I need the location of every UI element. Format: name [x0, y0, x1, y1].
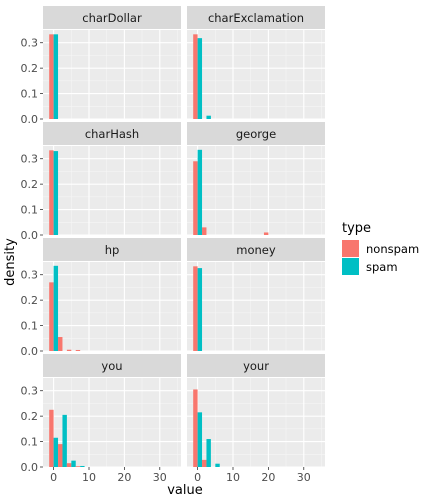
facet-panels: charDollar 0.0 0.1 0.2 0.3 charExclamation cha… [21, 6, 325, 484]
x-tick-label: 10 [82, 471, 96, 484]
y-tick-label: 0.2 [21, 178, 39, 191]
bar-nonspam [193, 161, 198, 235]
legend-swatch-nonspam [342, 240, 359, 257]
facet-panel-hp: hp 0.0 0.1 0.2 0.3 [21, 238, 181, 358]
bar-spam [197, 149, 203, 235]
bar-nonspam [193, 266, 198, 351]
facet-strip [43, 122, 181, 145]
x-tick-label: 20 [261, 471, 275, 484]
bar-spam [197, 38, 203, 119]
legend: type nonspam spam [342, 221, 419, 275]
bar-spam [53, 151, 59, 235]
y-tick-label: 0.2 [21, 62, 39, 75]
x-tick-label: 0 [50, 471, 57, 484]
bar-nonspam [75, 349, 81, 351]
facet-strip [43, 354, 181, 377]
facet-panel-your: your 0 10 20 30 [187, 354, 325, 484]
facet-strip-label: you [101, 359, 122, 373]
bar-nonspam [49, 282, 54, 351]
bar-nonspam [58, 444, 63, 467]
bar-spam [53, 437, 59, 467]
bar-spam [206, 115, 211, 119]
y-tick-label: 0.2 [21, 410, 39, 423]
bar-nonspam [49, 150, 54, 235]
panel-background [187, 262, 325, 351]
y-tick-label: 0.0 [21, 229, 39, 242]
panel-background [43, 30, 181, 119]
y-tick-label: 0.1 [21, 88, 39, 101]
facet-strip-label: your [243, 359, 269, 373]
y-tick-label: 0.1 [21, 436, 39, 449]
x-tick-label: 30 [153, 471, 167, 484]
facet-strip [187, 354, 325, 377]
bar-nonspam [66, 349, 72, 351]
facet-panel-george: george [187, 122, 325, 236]
facet-strip-label: money [236, 243, 276, 257]
bar-nonspam [49, 409, 54, 467]
facet-panel-charexclamation: charExclamation [187, 6, 325, 120]
bar-spam [197, 268, 203, 351]
bar-nonspam [58, 337, 63, 351]
bar-nonspam [75, 466, 81, 467]
panel-background [187, 146, 325, 235]
bar-spam [53, 265, 59, 351]
y-tick-label: 0.0 [21, 461, 39, 474]
bar-spam [197, 412, 203, 467]
bar-spam [80, 465, 85, 467]
facet-strip [187, 238, 325, 261]
legend-title: type [342, 221, 371, 236]
panel-background [43, 146, 181, 235]
y-tick-label: 0.3 [21, 385, 39, 398]
bar-spam [206, 439, 211, 467]
facet-strip [43, 6, 181, 29]
y-tick-label: 0.3 [21, 153, 39, 166]
x-tick-label: 20 [117, 471, 131, 484]
bar-nonspam [193, 389, 198, 467]
y-tick-label: 0.1 [21, 320, 39, 333]
facet-panel-charhash: charHash 0.0 0.1 0.2 0.3 [21, 122, 181, 242]
facet-panel-money: money [187, 238, 325, 352]
y-tick-label: 0.0 [21, 113, 39, 126]
facet-panel-you: you 0.0 0.1 0.2 0.3 0 10 20 30 [21, 354, 181, 484]
bar-spam [215, 463, 220, 467]
bar-spam [53, 34, 59, 119]
facet-strip [187, 122, 325, 145]
bar-nonspam [202, 459, 207, 467]
x-tick-label: 0 [194, 471, 201, 484]
x-axis-title: value [167, 483, 203, 498]
y-tick-label: 0.2 [21, 294, 39, 307]
legend-swatch-spam [342, 258, 359, 275]
facet-strip-label: charHash [85, 127, 139, 141]
legend-label-nonspam: nonspam [366, 242, 419, 256]
bar-nonspam [49, 34, 54, 119]
bar-spam [62, 414, 67, 467]
facet-strip [43, 238, 181, 261]
bar-spam [71, 460, 76, 467]
bar-nonspam [66, 463, 72, 467]
bar-nonspam [263, 232, 269, 235]
bar-nonspam [202, 227, 207, 235]
facet-strip-label: george [236, 127, 276, 141]
x-tick-label: 10 [226, 471, 240, 484]
panel-background [187, 30, 325, 119]
facet-strip-label: charExclamation [208, 11, 304, 25]
y-axis-title: density [3, 238, 18, 286]
legend-label-spam: spam [366, 260, 398, 274]
x-tick-label: 30 [297, 471, 311, 484]
y-tick-label: 0.3 [21, 37, 39, 50]
y-tick-label: 0.3 [21, 269, 39, 282]
facet-panel-chardollar: charDollar 0.0 0.1 0.2 0.3 [21, 6, 181, 126]
facet-strip [187, 6, 325, 29]
bar-nonspam [193, 34, 198, 119]
y-tick-label: 0.1 [21, 204, 39, 217]
y-tick-label: 0.0 [21, 345, 39, 358]
facet-strip-label: charDollar [82, 11, 142, 25]
facet-strip-label: hp [105, 243, 120, 257]
panel-background [43, 262, 181, 351]
